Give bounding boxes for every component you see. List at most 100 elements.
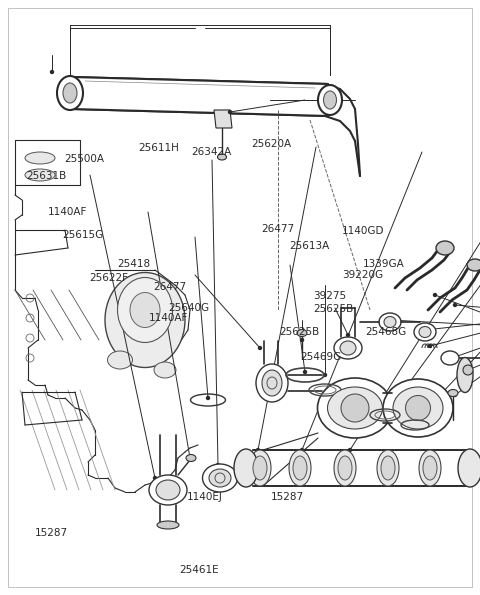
Ellipse shape — [156, 480, 180, 500]
Circle shape — [326, 99, 329, 102]
Circle shape — [300, 339, 303, 342]
Text: 15287: 15287 — [35, 528, 69, 537]
Ellipse shape — [457, 358, 473, 393]
Circle shape — [348, 449, 351, 452]
Text: 25500A: 25500A — [64, 155, 104, 164]
Ellipse shape — [324, 91, 336, 109]
Text: 25611H: 25611H — [138, 143, 179, 152]
Circle shape — [454, 393, 456, 396]
Circle shape — [258, 451, 262, 455]
Ellipse shape — [249, 450, 271, 486]
Text: 25615G: 25615G — [62, 230, 104, 240]
Ellipse shape — [149, 475, 187, 505]
Text: 1140AF: 1140AF — [48, 208, 87, 217]
Ellipse shape — [436, 241, 454, 255]
Text: 39275: 39275 — [313, 292, 346, 301]
Circle shape — [343, 481, 347, 485]
Ellipse shape — [203, 464, 238, 492]
Ellipse shape — [458, 449, 480, 487]
Circle shape — [454, 303, 456, 306]
Ellipse shape — [441, 351, 459, 365]
Circle shape — [298, 451, 302, 455]
Text: 26477: 26477 — [262, 224, 295, 234]
Text: 1339GA: 1339GA — [362, 259, 404, 268]
Ellipse shape — [377, 450, 399, 486]
Ellipse shape — [234, 449, 258, 487]
Ellipse shape — [467, 259, 480, 271]
Circle shape — [347, 334, 349, 337]
Ellipse shape — [419, 327, 431, 337]
Circle shape — [423, 328, 427, 331]
Ellipse shape — [253, 456, 267, 480]
Ellipse shape — [393, 387, 443, 429]
Circle shape — [298, 481, 302, 485]
Polygon shape — [72, 77, 328, 116]
Text: 25461E: 25461E — [180, 565, 219, 575]
Ellipse shape — [209, 469, 231, 487]
Ellipse shape — [57, 76, 83, 110]
Ellipse shape — [341, 394, 369, 422]
Ellipse shape — [423, 456, 437, 480]
Circle shape — [413, 421, 417, 424]
Ellipse shape — [293, 456, 307, 480]
Ellipse shape — [157, 521, 179, 529]
Ellipse shape — [338, 456, 352, 480]
Ellipse shape — [383, 379, 453, 437]
Circle shape — [388, 318, 392, 321]
Ellipse shape — [334, 337, 362, 359]
Ellipse shape — [419, 450, 441, 486]
Ellipse shape — [118, 277, 172, 343]
Text: 1140AF: 1140AF — [149, 314, 188, 323]
Ellipse shape — [105, 273, 185, 368]
Ellipse shape — [334, 450, 356, 486]
Text: 25625B: 25625B — [279, 327, 320, 337]
Text: 25468G: 25468G — [365, 327, 406, 337]
Circle shape — [467, 368, 469, 371]
Text: 25418: 25418 — [118, 259, 151, 269]
Ellipse shape — [262, 370, 282, 396]
Text: 39220G: 39220G — [342, 271, 383, 280]
Ellipse shape — [384, 317, 396, 327]
Text: 15287: 15287 — [271, 492, 304, 502]
Ellipse shape — [154, 362, 176, 378]
Circle shape — [303, 371, 307, 374]
Text: 25620A: 25620A — [251, 139, 291, 149]
Text: 25469G: 25469G — [300, 352, 341, 362]
Circle shape — [50, 70, 53, 74]
Ellipse shape — [217, 154, 227, 160]
Circle shape — [154, 477, 156, 480]
Ellipse shape — [379, 313, 401, 331]
Ellipse shape — [297, 330, 307, 337]
Circle shape — [206, 396, 209, 399]
Ellipse shape — [289, 450, 311, 486]
Text: 26477: 26477 — [154, 282, 187, 292]
Text: 25640G: 25640G — [168, 303, 209, 313]
Ellipse shape — [463, 365, 473, 375]
Ellipse shape — [327, 387, 383, 429]
Circle shape — [258, 481, 262, 485]
Text: 26342A: 26342A — [191, 147, 231, 156]
Text: 25631B: 25631B — [26, 171, 67, 180]
Ellipse shape — [108, 351, 132, 369]
Ellipse shape — [406, 396, 431, 421]
Ellipse shape — [414, 323, 436, 341]
Text: 25613A: 25613A — [289, 241, 330, 250]
Circle shape — [429, 345, 432, 347]
Ellipse shape — [317, 378, 393, 438]
Circle shape — [451, 356, 454, 359]
Polygon shape — [253, 450, 470, 486]
Ellipse shape — [63, 83, 77, 103]
Text: 25625B: 25625B — [313, 305, 353, 314]
Circle shape — [256, 449, 260, 452]
Circle shape — [189, 456, 192, 459]
Circle shape — [324, 374, 326, 377]
Circle shape — [343, 451, 347, 455]
Ellipse shape — [318, 85, 342, 115]
Circle shape — [386, 411, 389, 414]
Ellipse shape — [130, 293, 160, 327]
Circle shape — [216, 464, 219, 466]
Circle shape — [259, 346, 262, 349]
Text: 1140GD: 1140GD — [342, 226, 384, 236]
Text: 1140EJ: 1140EJ — [187, 492, 223, 502]
Ellipse shape — [448, 390, 458, 396]
